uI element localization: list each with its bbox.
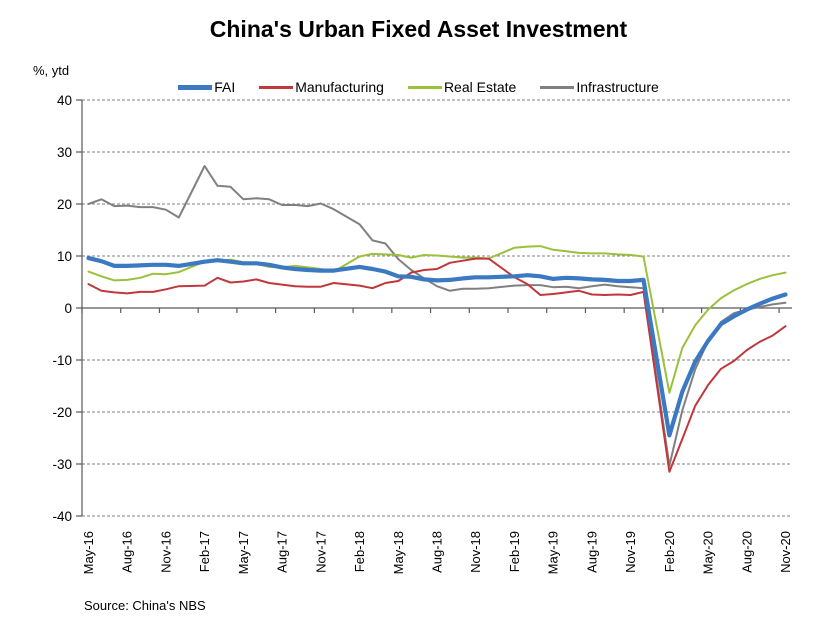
legend-label-fai: FAI	[214, 79, 236, 95]
legend-item-real-estate: Real Estate	[407, 79, 517, 95]
y-tick-label: -30	[52, 457, 72, 472]
source-note: Source: China's NBS	[84, 598, 206, 613]
x-tick-label: Aug-18	[430, 531, 445, 573]
y-axis-unit-label: %, ytd	[33, 63, 70, 78]
legend-line-swatch-fai	[178, 84, 213, 90]
chart-title: China's Urban Fixed Asset Investment	[209, 16, 628, 42]
legend-line-swatch-real-estate	[407, 85, 442, 89]
x-tick-label: Aug-16	[120, 531, 135, 573]
legend-item-manufacturing: Manufacturing	[259, 79, 384, 95]
series-line-infrastructure	[87, 165, 787, 467]
x-tick-label: Aug-19	[584, 531, 599, 573]
y-tick-label: -20	[52, 405, 72, 420]
x-tick-label: Feb-18	[352, 531, 367, 572]
legend-label-manufacturing: Manufacturing	[295, 79, 384, 95]
legend-item-infrastructure: Infrastructure	[540, 79, 659, 95]
y-tick-label: 0	[64, 301, 72, 316]
x-tick-label: May-19	[546, 531, 561, 574]
y-tick-label: 40	[57, 93, 72, 108]
x-tick-label: Feb-19	[507, 531, 522, 572]
series-line-fai	[86, 256, 788, 438]
x-tick-label: Nov-17	[313, 531, 328, 573]
x-tick-label: May-18	[391, 531, 406, 574]
y-tick-label: 10	[57, 249, 72, 264]
legend-item-fai: FAI	[178, 79, 235, 95]
x-tick-label: May-20	[701, 531, 716, 574]
legend-line-swatch-manufacturing	[259, 85, 294, 89]
x-tick-label: Nov-19	[623, 531, 638, 573]
legend-label-infrastructure: Infrastructure	[576, 79, 659, 95]
legend: FAI Manufacturing Real Estate Infrastruc…	[0, 79, 837, 95]
x-tick-label: Nov-16	[158, 531, 173, 573]
x-tick-label: May-16	[81, 531, 96, 574]
y-tick-label: 30	[57, 145, 72, 160]
y-tick-label: -10	[52, 353, 72, 368]
x-tick-label: Feb-20	[662, 531, 677, 572]
legend-label-real-estate: Real Estate	[443, 79, 517, 95]
legend-line-swatch-infrastructure	[540, 85, 575, 89]
x-tick-label: Aug-17	[275, 531, 290, 573]
x-tick-label: Feb-17	[197, 531, 212, 572]
x-tick-label: Nov-18	[468, 531, 483, 573]
x-tick-label: Aug-20	[739, 531, 754, 573]
series-line-manufacturing	[87, 257, 787, 473]
y-tick-label: -40	[52, 509, 72, 524]
x-tick-label: Nov-20	[778, 531, 793, 573]
y-tick-label: 20	[57, 197, 72, 212]
x-tick-label: May-17	[236, 531, 251, 574]
